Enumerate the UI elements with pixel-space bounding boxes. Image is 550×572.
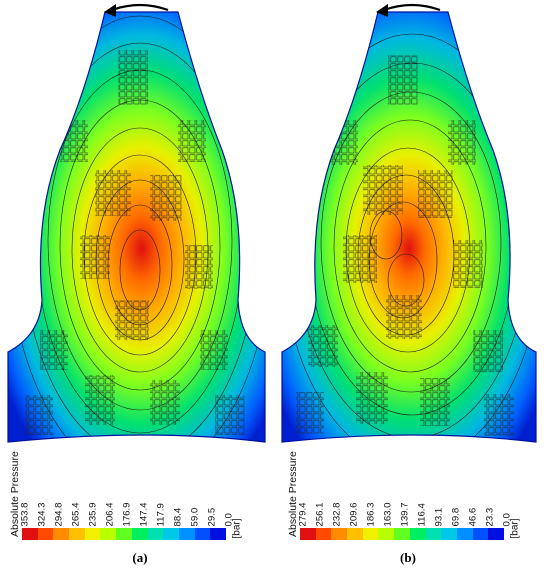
tick-labels-b: 279.4 256.1 232.8 209.6 186.3 163.0 139.… — [298, 448, 526, 527]
tick-label: 139.7 — [399, 502, 411, 527]
colorbar-swatch — [362, 528, 379, 540]
counterclockwise-arrow-icon — [104, 3, 169, 17]
colorbar-swatch — [331, 528, 348, 540]
pressure-contour-plot-b — [281, 3, 537, 443]
tick-label: 279.4 — [297, 502, 309, 527]
tick-label: 209.6 — [348, 502, 360, 527]
tick-label: 117.9 — [155, 503, 167, 527]
tick-label: 69.8 — [450, 507, 462, 527]
counterclockwise-arrow-icon — [376, 3, 441, 17]
colorbar-swatch — [131, 528, 148, 540]
contour-panel-a: Absolute Pressure 353.8 324.3 294.8 265.… — [0, 0, 270, 572]
pressure-field-b — [281, 11, 537, 443]
tick-label: 147.4 — [138, 502, 150, 527]
colorbar-swatch — [409, 528, 426, 540]
colorbar-swatch — [163, 528, 179, 540]
colorbar-b — [300, 528, 504, 540]
colorbar-legend-b: Absolute Pressure 279.4 256.1 232.8 209.… — [286, 448, 526, 552]
colorbar-swatch — [472, 528, 489, 540]
tick-label: 294.8 — [53, 502, 65, 527]
colorbar-swatch — [394, 528, 410, 540]
grooves-b — [296, 55, 514, 436]
colorbar-swatch — [315, 528, 332, 540]
colorbar-legend-a: Absolute Pressure 353.8 324.3 294.8 265.… — [8, 448, 248, 552]
colorbar-swatch — [300, 528, 316, 540]
tick-label: 23.3 — [484, 507, 496, 527]
colorbar-swatch — [69, 528, 85, 540]
colorbar-swatch — [347, 528, 363, 540]
colorbar-a — [22, 528, 226, 540]
colorbar-swatch — [178, 528, 195, 540]
tick-label: 88.4 — [172, 507, 184, 527]
colorbar-swatch — [147, 528, 164, 540]
tick-label: 353.8 — [19, 502, 31, 527]
pressure-contour-plot-a — [7, 3, 266, 443]
tick-label: 206.4 — [104, 502, 116, 527]
tick-label: 116.4 — [416, 503, 428, 527]
colorbar-swatch — [22, 528, 38, 540]
panel-caption-a: (a) — [132, 550, 148, 565]
unit-label-a: [bar] — [231, 518, 243, 539]
tick-labels-a: 353.8 324.3 294.8 265.4 235.9 206.4 176.… — [20, 448, 248, 527]
tick-label: 29.5 — [206, 507, 218, 527]
tick-label: 46.6 — [467, 507, 479, 527]
tick-label: 163.0 — [382, 502, 394, 527]
colorbar-swatch — [210, 528, 226, 540]
tick-label: 59.0 — [189, 507, 201, 527]
colorbar-swatch — [456, 528, 473, 540]
unit-label-b: [bar] — [509, 518, 521, 539]
tick-label: 235.9 — [87, 502, 99, 527]
tick-label: 232.8 — [331, 502, 343, 527]
tick-label: 324.3 — [36, 502, 48, 527]
colorbar-swatch — [37, 528, 54, 540]
tick-label: 256.1 — [314, 502, 326, 527]
colorbar-swatch — [84, 528, 101, 540]
colorbar-swatch — [425, 528, 442, 540]
contour-panel-b: Absolute Pressure 279.4 256.1 232.8 209.… — [278, 0, 548, 572]
grooves-a — [25, 50, 245, 435]
tick-label: 93.1 — [433, 507, 445, 527]
colorbar-swatch — [488, 528, 504, 540]
colorbar-swatch — [441, 528, 457, 540]
colorbar-swatch — [378, 528, 395, 540]
tick-label: 176.9 — [121, 502, 133, 527]
panel-caption-b: (b) — [400, 550, 416, 565]
colorbar-swatch — [116, 528, 132, 540]
tick-label: 186.3 — [365, 502, 377, 527]
colorbar-swatch — [100, 528, 117, 540]
colorbar-swatch — [53, 528, 70, 540]
tick-label: 265.4 — [70, 502, 82, 527]
colorbar-swatch — [194, 528, 211, 540]
